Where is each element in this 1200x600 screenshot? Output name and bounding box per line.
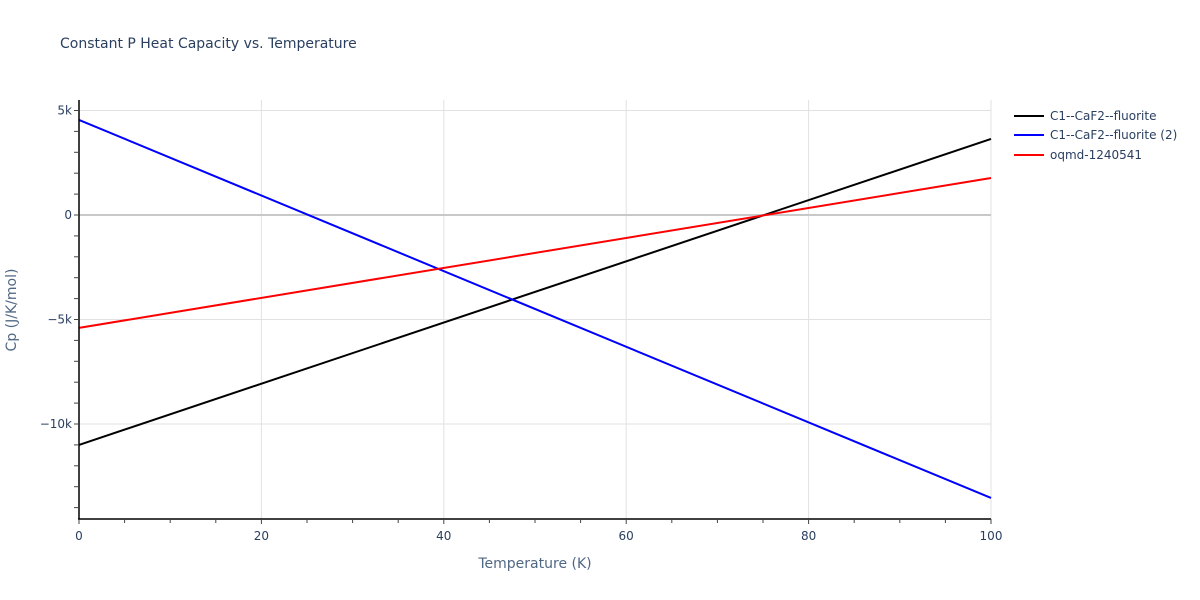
legend-line-icon: [1014, 134, 1044, 137]
x-tick-label: 60: [619, 529, 634, 543]
legend-line-icon: [1014, 114, 1044, 117]
x-tick-label: 80: [801, 529, 816, 543]
x-tick-label: 20: [254, 529, 269, 543]
legend: C1--CaF2--fluorite C1--CaF2--fluorite (2…: [1014, 106, 1177, 165]
legend-item-series-1[interactable]: C1--CaF2--fluorite: [1014, 106, 1177, 126]
chart-title: Constant P Heat Capacity vs. Temperature: [60, 36, 357, 52]
legend-line-icon: [1014, 153, 1044, 156]
axes: [78, 100, 991, 520]
x-axis-title: Temperature (K): [477, 556, 591, 572]
legend-item-series-2[interactable]: C1--CaF2--fluorite (2): [1014, 126, 1177, 146]
y-tick-label: 5k: [57, 104, 72, 118]
y-tick-label: 0: [64, 208, 72, 222]
legend-label: oqmd-1240541: [1050, 147, 1143, 162]
x-axis-ticks: 0 20 40 60 80 100: [75, 519, 1002, 543]
x-tick-label: 40: [436, 529, 451, 543]
grid-lines: [79, 100, 992, 519]
series-line-1[interactable]: [78, 137, 992, 446]
x-tick-label: 100: [980, 529, 1003, 543]
series-line-2[interactable]: [78, 118, 992, 499]
y-tick-label: −10k: [40, 417, 72, 431]
series-lines: [78, 118, 992, 499]
legend-label: C1--CaF2--fluorite: [1050, 108, 1157, 123]
series-line-3[interactable]: [78, 177, 992, 329]
x-tick-label: 0: [75, 529, 83, 543]
y-axis-title: Cp (J/K/mol): [4, 269, 20, 352]
legend-label: C1--CaF2--fluorite (2): [1050, 128, 1178, 143]
y-tick-label: −5k: [47, 313, 72, 327]
legend-item-series-3[interactable]: oqmd-1240541: [1014, 145, 1177, 165]
y-axis-ticks: 5k 0 −5k −10k: [40, 104, 79, 509]
